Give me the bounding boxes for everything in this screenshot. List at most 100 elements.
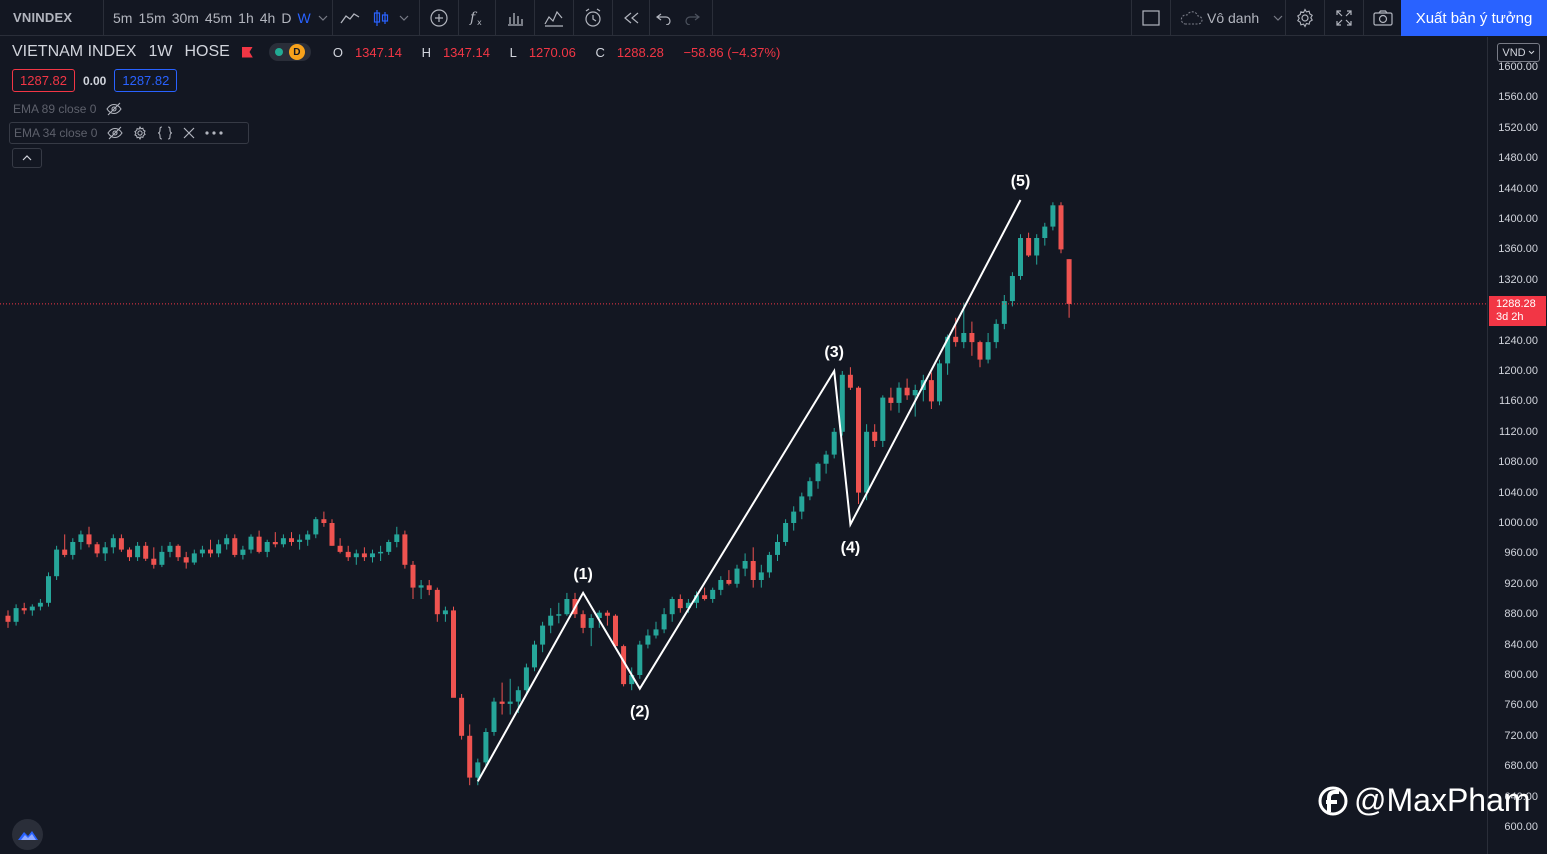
chart-pane[interactable]: (1) (2) (3) (4) (5) (0, 37, 1487, 854)
price-axis-tick: 1120.00 (1499, 425, 1538, 438)
interval-45m[interactable]: 45m (204, 9, 233, 26)
add-compare-icon[interactable] (420, 0, 458, 36)
interval-w[interactable]: W (297, 9, 311, 26)
candle-body (653, 629, 659, 636)
source-code-icon[interactable] (157, 126, 173, 140)
low-value: 1270.06 (528, 44, 576, 60)
candle-body (272, 542, 278, 545)
delayed-data-icon: D (288, 44, 305, 60)
interval-dropdown-chevron-icon[interactable] (314, 0, 332, 36)
svg-text:x: x (477, 18, 482, 27)
chevron-up-icon (22, 155, 32, 161)
candle-body (604, 612, 610, 616)
wave-label: (3) (824, 344, 844, 361)
eye-hidden-icon[interactable] (107, 126, 124, 140)
replay-icon[interactable] (613, 0, 649, 36)
candle-body (580, 614, 586, 628)
candle-body (856, 387, 861, 493)
candle-body (167, 545, 173, 552)
candle-body (191, 553, 197, 563)
interval-15m[interactable]: 15m (138, 9, 166, 26)
candle-body (46, 576, 51, 603)
toolbar-separator (1285, 0, 1286, 36)
toolbar-separator (1324, 0, 1325, 36)
interval-5m[interactable]: 5m (113, 9, 133, 26)
eye-hidden-icon[interactable] (106, 102, 123, 116)
interval-4h[interactable]: 4h (259, 9, 276, 26)
candle-body (232, 538, 238, 555)
candle-body (386, 542, 392, 552)
collapse-legend-button[interactable] (12, 148, 42, 168)
remove-indicator-icon[interactable] (183, 127, 195, 139)
toolbar-separator (331, 0, 333, 36)
candle-body (37, 602, 43, 607)
candle-body (94, 544, 100, 554)
indicator-ema-34[interactable]: EMA 34 close 0 (9, 122, 249, 144)
candle-body (1042, 226, 1048, 238)
flag-icon[interactable] (241, 46, 253, 58)
candle-body (208, 549, 213, 554)
fullscreen-icon[interactable] (1325, 0, 1363, 36)
candle-body (434, 589, 440, 615)
undo-icon[interactable] (650, 0, 678, 36)
wave-label: (5) (1011, 173, 1031, 190)
line-chart-icon[interactable] (333, 0, 367, 36)
elliott-wave-line (476, 199, 1022, 782)
watermark-text: @MaxPham (1354, 782, 1531, 818)
wave-label: (2) (630, 704, 650, 721)
more-options-icon[interactable] (205, 131, 223, 135)
candle-body (807, 481, 813, 497)
indicator-ema-89[interactable]: EMA 89 close 0 (9, 98, 126, 120)
alert-icon[interactable] (574, 0, 612, 36)
camera-icon[interactable] (1364, 0, 1402, 36)
financials-icon[interactable] (496, 0, 534, 36)
candles-icon[interactable] (367, 0, 395, 36)
toolbar-separator (572, 0, 574, 36)
price-axis-tick: 1440.00 (1498, 182, 1538, 195)
price-axis[interactable]: 1600.00 1560.00 1520.00 1480.00 1440.00 1400.… (1487, 37, 1547, 854)
interval-d[interactable]: D (281, 9, 292, 26)
indicator-label: EMA 34 close 0 (14, 126, 98, 140)
candle-body (442, 610, 448, 615)
buy-price-button[interactable]: 1287.82 (114, 69, 178, 92)
candle-body (135, 545, 141, 558)
sell-price-button[interactable]: 1287.82 (12, 69, 75, 92)
chart-type-chevron-icon[interactable] (395, 0, 413, 36)
price-chart[interactable]: (1) (2) (3) (4) (5) (0, 37, 1487, 854)
author-logo-icon (1318, 786, 1348, 815)
candle-body (564, 599, 570, 615)
templates-icon[interactable] (535, 0, 573, 36)
interval-30m[interactable]: 30m (171, 9, 199, 26)
layout-icon[interactable] (1132, 0, 1170, 36)
interval-1h[interactable]: 1h (238, 9, 254, 26)
symbol-search-button[interactable]: VNINDEX (0, 0, 104, 36)
settings-icon[interactable] (1286, 0, 1324, 36)
candle-body (556, 614, 562, 616)
candle-body (475, 762, 481, 778)
candle-body (1026, 238, 1032, 256)
price-axis-tick: 640.00 (1504, 790, 1538, 803)
candle-body (912, 390, 918, 396)
candle-body (677, 599, 683, 609)
market-status-badge[interactable]: D (268, 43, 311, 61)
candle-body (1001, 301, 1007, 324)
last-price-tag: 1288.28 3d 2h (1489, 296, 1546, 326)
price-axis-tick: 1160.00 (1499, 395, 1538, 408)
wave-label: (4) (841, 540, 861, 557)
candle-body (499, 701, 505, 704)
candle-body (353, 553, 359, 558)
legend-exchange: HOSE (184, 43, 230, 60)
series-legend[interactable]: VIETNAM INDEX 1W HOSE D O 1347.14 H 1347.1… (12, 43, 792, 61)
publish-idea-button[interactable]: Xuất bản ý tưởng (1401, 0, 1547, 36)
candle-body (70, 542, 76, 555)
spread-value: 0.00 (83, 73, 107, 88)
candle-body (329, 523, 335, 546)
save-layout-button[interactable]: Vô danh (1171, 0, 1285, 36)
tradingview-logo-icon[interactable] (12, 819, 43, 850)
candle-body (694, 595, 699, 603)
indicator-settings-icon[interactable] (133, 126, 147, 140)
currency-button[interactable]: VND (1497, 43, 1540, 62)
redo-icon[interactable] (678, 0, 706, 36)
candle-body (945, 336, 951, 364)
